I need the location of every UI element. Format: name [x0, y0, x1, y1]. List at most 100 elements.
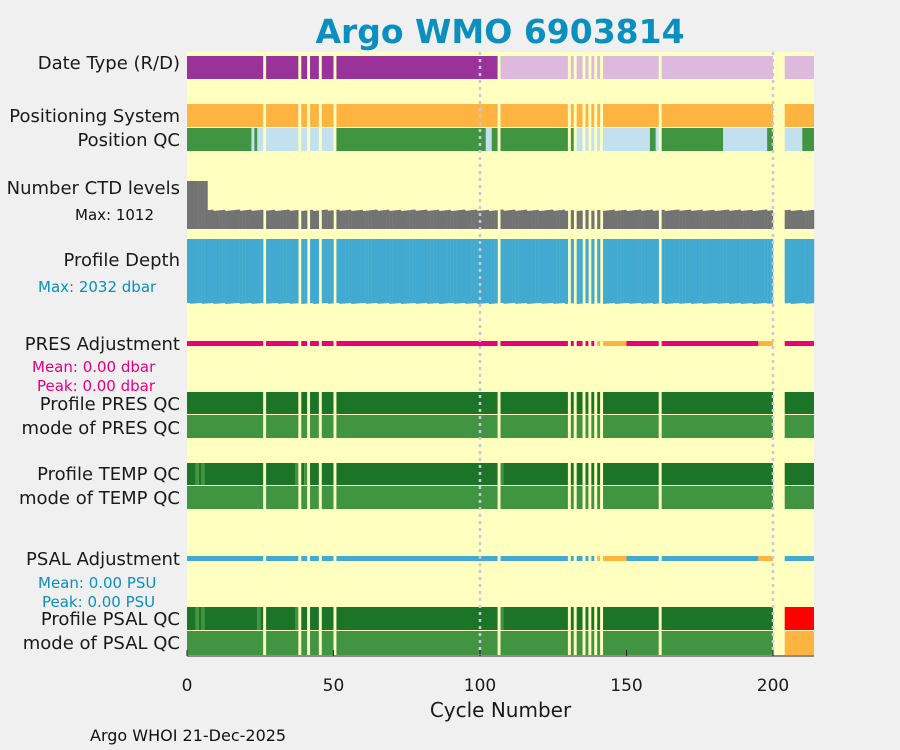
ctd-levels-bar — [591, 210, 595, 229]
ctd-levels-bar — [330, 210, 334, 229]
profile-depth-bar — [626, 239, 630, 303]
profile-depth-bar — [207, 239, 211, 304]
ctd-levels-bar — [485, 209, 489, 229]
profile-depth-bar — [324, 239, 328, 304]
ctd-levels-bar — [500, 209, 504, 229]
pres-adjustment-line-segment — [570, 341, 574, 346]
ctd-levels-bar — [626, 210, 630, 229]
profile-psal-qc-bar-segment — [661, 607, 773, 630]
profile-depth-bar — [641, 239, 645, 304]
position-qc-bar-segment — [266, 128, 299, 151]
profile-depth-bar — [301, 239, 305, 304]
ctd-levels-bar — [494, 210, 498, 229]
position-qc-bar-segment — [187, 128, 252, 151]
profile-temp-qc-bar-segment — [570, 463, 574, 485]
mode-pres-qc-bar-segment — [597, 415, 601, 438]
ctd-levels-bar — [676, 209, 680, 229]
mode-psal-qc-bar-segment — [661, 631, 773, 655]
pres-adjustment-line-segment — [301, 341, 308, 346]
position-qc-bar-segment — [485, 128, 492, 151]
ctd-levels-bar — [523, 209, 528, 229]
mode-temp-qc-bar-segment — [266, 486, 299, 509]
profile-psal-qc-bar-segment — [585, 607, 589, 630]
ctd-levels-bar — [354, 210, 358, 229]
profile-depth-bar — [811, 239, 815, 304]
position-qc-bar-segment — [784, 128, 803, 151]
profile-psal-qc-bar-segment — [336, 607, 498, 630]
profile-depth-bar — [304, 239, 308, 304]
psal-adjustment-line-segment — [301, 556, 308, 561]
ctd-levels-bar — [204, 181, 208, 229]
profile-depth-bar — [500, 239, 504, 304]
profile-depth-bar — [392, 239, 396, 304]
label-profile-temp-qc: Profile TEMP QC — [37, 464, 180, 485]
psal-adjustment-line-segment — [661, 556, 759, 561]
profile-depth-bar — [312, 239, 317, 304]
mode-psal-qc-bar-segment — [187, 631, 264, 655]
ctd-levels-bar — [433, 210, 437, 229]
ctd-levels-bar — [187, 181, 191, 229]
profile-depth-bar — [553, 239, 557, 304]
profile-depth-bar — [222, 239, 226, 304]
profile-depth-bar — [380, 239, 384, 304]
label-mode-pres-qc: mode of PRES QC — [21, 418, 180, 439]
ctd-levels-bar — [295, 210, 299, 229]
profile-temp-qc-bar-segment — [503, 463, 568, 485]
mode-pres-qc-bar-segment — [570, 415, 574, 438]
profile-temp-qc-bar-segment — [195, 463, 199, 485]
profile-depth-bar — [805, 239, 809, 304]
ctd-levels-bar — [576, 210, 580, 229]
mode-temp-qc-bar-segment — [585, 486, 589, 509]
profile-depth-bar — [667, 239, 671, 304]
ctd-levels-bar — [655, 210, 659, 229]
profile-depth-bar — [374, 239, 378, 304]
ctd-levels-bar — [257, 210, 261, 229]
ctd-levels-bar — [632, 210, 636, 229]
data-type-bar-segment — [591, 56, 595, 79]
ctd-levels-bar — [216, 210, 220, 229]
pres-adjustment-line-segment — [603, 341, 627, 346]
ctd-levels-bar — [805, 210, 809, 229]
profile-depth-bar — [705, 239, 709, 304]
mode-pres-qc-bar-segment — [321, 415, 334, 438]
ctd-levels-bar — [731, 210, 736, 229]
psal-adjustment-line-segment — [570, 556, 574, 561]
position-qc-bar-segment — [301, 128, 308, 151]
profile-depth-bar — [371, 239, 375, 304]
profile-depth-bar — [459, 239, 463, 304]
profile-depth-bar — [529, 239, 533, 304]
footer-credit: Argo WHOI 21-Dec-2025 — [90, 726, 287, 745]
ctd-levels-bar — [195, 181, 199, 229]
ctd-levels-bar — [808, 210, 812, 229]
label-profile-psal-qc: Profile PSAL QC — [40, 609, 180, 630]
mode-psal-qc-bar-segment — [585, 631, 589, 655]
profile-depth-bar — [611, 239, 615, 304]
profile-depth-bar — [512, 239, 516, 304]
ctd-levels-bar — [374, 209, 378, 229]
ctd-levels-bar — [518, 210, 522, 229]
ctd-levels-bar — [228, 210, 232, 229]
ctd-levels-bar — [289, 210, 293, 229]
data-type-bar-segment — [661, 56, 773, 79]
profile-pres-qc-bar-segment — [603, 392, 659, 414]
profile-depth-bar — [201, 239, 205, 304]
ctd-levels-bar — [380, 210, 384, 229]
profile-depth-bar — [562, 239, 566, 304]
ctd-levels-bar — [271, 209, 276, 229]
profile-depth-bar — [535, 239, 539, 304]
profile-depth-bar — [509, 239, 513, 304]
ctd-levels-bar — [450, 210, 454, 229]
ctd-levels-bar — [359, 209, 363, 229]
ctd-levels-bar — [274, 210, 279, 229]
profile-depth-bar — [295, 239, 299, 304]
profile-depth-bar — [576, 239, 580, 304]
profile-temp-qc-bar-segment — [204, 463, 264, 485]
profile-depth-bar — [603, 239, 607, 304]
label-pres-mean: Mean: 0.00 dbar — [32, 358, 156, 376]
data-type-bar-segment — [321, 56, 334, 79]
ctd-levels-bar — [479, 210, 484, 229]
profile-depth-bar — [277, 239, 281, 304]
profile-psal-qc-bar-segment — [257, 607, 261, 630]
mode-temp-qc-bar-segment — [784, 486, 814, 509]
ctd-levels-bar — [348, 209, 352, 229]
